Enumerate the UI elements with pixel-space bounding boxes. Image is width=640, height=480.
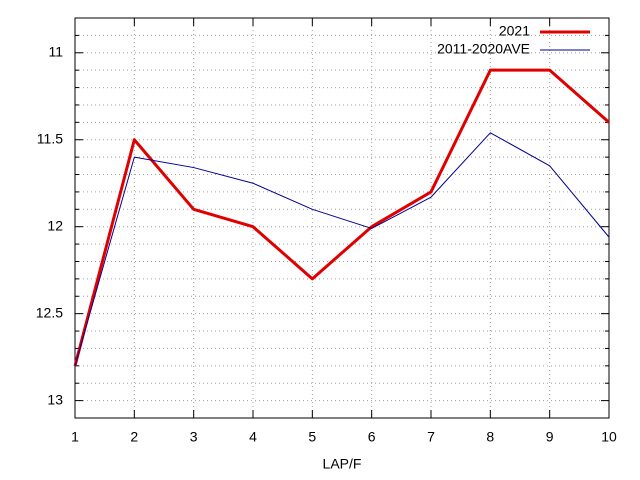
x-tick-label: 8: [486, 429, 494, 445]
series-line: [73, 68, 610, 367]
series-line: [74, 132, 610, 366]
y-tick-label: 13: [47, 391, 63, 407]
x-tick-label: 10: [601, 429, 617, 445]
x-tick-label: 1: [71, 429, 79, 445]
x-tick-label: 4: [249, 429, 257, 445]
plot-frame: [74, 17, 610, 419]
y-tick-label: 11: [48, 43, 63, 59]
x-tick-label: 5: [308, 429, 316, 445]
x-tick-label: 3: [190, 429, 198, 445]
y-tick-label: 12.5: [36, 304, 63, 320]
x-tick-label: 6: [368, 429, 376, 445]
y-tick-label: 12: [47, 217, 63, 233]
legend-label: 2021: [499, 23, 530, 39]
legend-label: 2011-2020AVE: [437, 41, 530, 57]
x-tick-label: 7: [427, 429, 435, 445]
y-tick-label: 11.5: [37, 130, 63, 146]
x-axis-label: LAP/F: [323, 456, 362, 472]
x-tick-label: 2: [130, 429, 138, 445]
x-tick-label: 9: [546, 429, 554, 445]
